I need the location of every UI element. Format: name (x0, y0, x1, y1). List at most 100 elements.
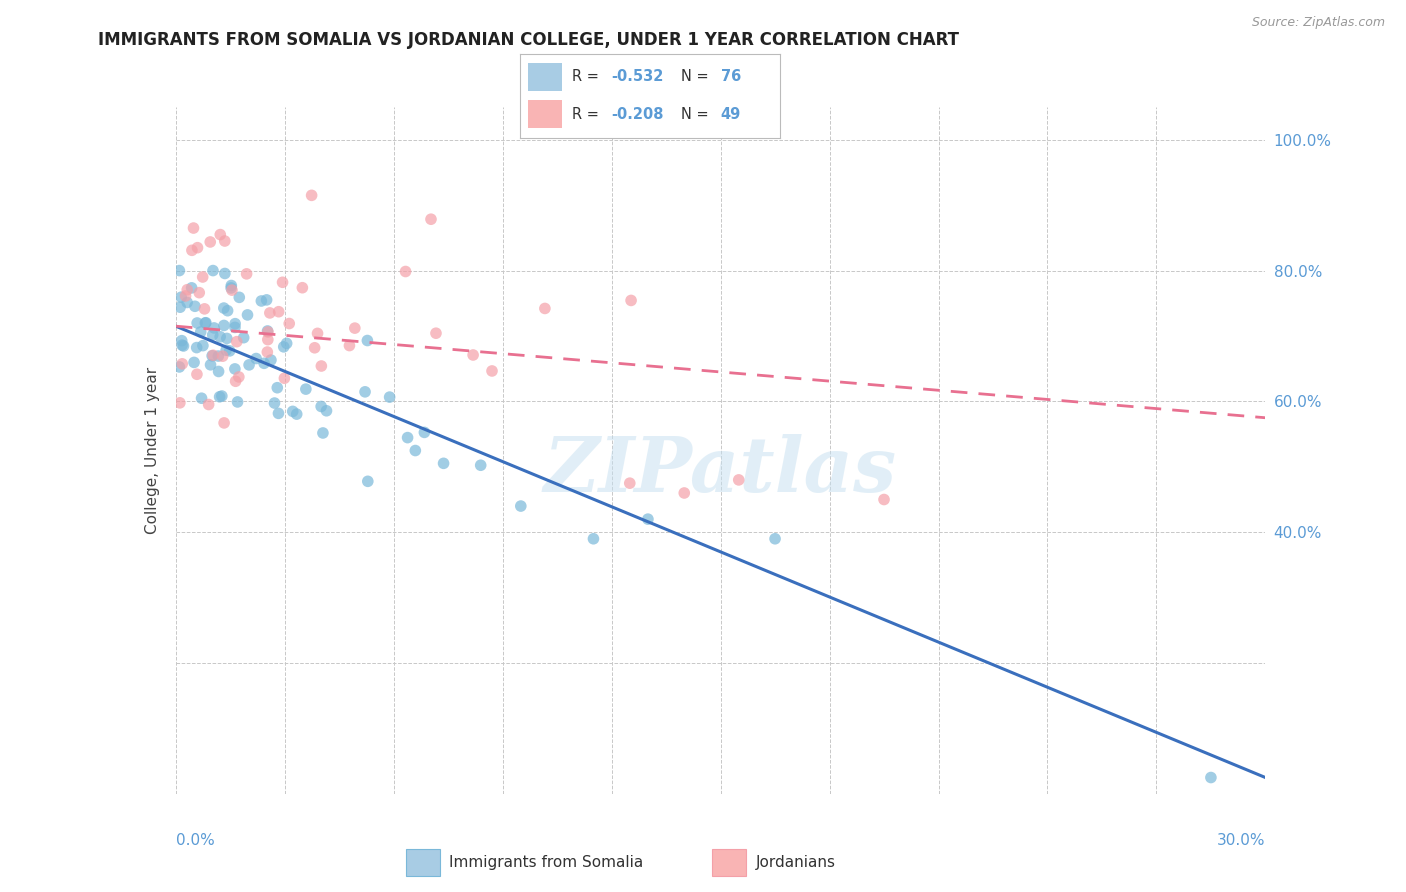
Point (356, 334, 378, 348)
Point (207, 364, 229, 378)
Point (256, 293, 278, 307)
Point (170, 290, 193, 304)
Point (413, 425, 436, 440)
Point (253, 356, 276, 370)
Point (250, 293, 273, 308)
Point (224, 362, 246, 376)
Point (263, 396, 285, 410)
Point (224, 317, 246, 331)
Point (311, 359, 333, 373)
Bar (713, 849, 747, 876)
Point (190, 391, 212, 405)
Point (307, 326, 329, 341)
Point (378, 390, 401, 404)
Point (209, 227, 232, 242)
Point (256, 333, 278, 347)
Point (534, 301, 557, 316)
Point (281, 404, 304, 418)
Point (209, 330, 232, 344)
Point (291, 281, 314, 295)
Point (257, 325, 280, 339)
Text: 30.0%: 30.0% (1218, 833, 1265, 847)
Point (432, 456, 454, 470)
Point (301, 188, 323, 202)
Point (673, 486, 696, 500)
Point (271, 275, 294, 289)
Point (176, 295, 198, 310)
Point (256, 324, 278, 338)
Text: Immigrants from Somalia: Immigrants from Somalia (450, 855, 644, 870)
Text: Source: ZipAtlas.com: Source: ZipAtlas.com (1251, 16, 1385, 29)
Point (266, 381, 288, 395)
Point (191, 338, 214, 352)
Point (200, 358, 222, 372)
Point (172, 357, 194, 371)
Point (202, 348, 225, 362)
Point (184, 299, 207, 313)
Point (619, 476, 641, 491)
Point (354, 384, 377, 399)
Text: 76: 76 (720, 70, 741, 85)
Point (194, 316, 217, 330)
Point (357, 475, 380, 489)
Point (620, 293, 643, 308)
Point (174, 289, 197, 303)
Point (225, 374, 247, 388)
Point (211, 349, 233, 363)
Point (267, 406, 290, 420)
Point (394, 264, 416, 278)
Text: Jordanians: Jordanians (755, 855, 835, 870)
Bar (529, 100, 562, 128)
Point (245, 351, 267, 366)
Point (226, 395, 249, 409)
Point (221, 278, 243, 293)
Point (169, 396, 191, 410)
Point (763, 532, 786, 546)
Point (218, 343, 240, 358)
Point (219, 281, 242, 295)
Point (186, 316, 208, 330)
Point (285, 407, 308, 421)
Point (425, 326, 447, 341)
Point (343, 321, 366, 335)
Bar (406, 849, 440, 876)
Point (727, 473, 749, 487)
Point (260, 353, 283, 368)
Point (1199, 771, 1222, 785)
Point (481, 364, 503, 378)
Point (212, 318, 235, 333)
Point (582, 532, 605, 546)
Point (235, 267, 257, 281)
Point (169, 300, 191, 314)
Point (201, 349, 224, 363)
Text: IMMIGRANTS FROM SOMALIA VS JORDANIAN COLLEGE, UNDER 1 YEAR CORRELATION CHART: IMMIGRANTS FROM SOMALIA VS JORDANIAN COL… (98, 31, 959, 49)
Point (194, 316, 217, 330)
Text: 0.0%: 0.0% (176, 833, 215, 847)
Point (228, 370, 250, 384)
Y-axis label: College, Under 1 year: College, Under 1 year (145, 367, 160, 534)
Point (309, 400, 332, 414)
Point (278, 317, 301, 331)
Point (461, 348, 484, 362)
Point (201, 327, 224, 342)
Point (509, 499, 531, 513)
Point (188, 285, 211, 300)
Point (186, 241, 208, 255)
Point (315, 404, 337, 418)
Point (221, 283, 243, 297)
Point (180, 281, 202, 295)
Point (637, 512, 659, 526)
Point (169, 359, 191, 374)
Point (339, 338, 361, 352)
Point (212, 416, 235, 430)
Point (215, 343, 238, 358)
Point (190, 325, 212, 339)
Point (183, 355, 205, 369)
Text: ZIPatlas: ZIPatlas (544, 434, 897, 508)
Point (238, 358, 260, 372)
Point (193, 301, 215, 316)
Point (186, 368, 208, 382)
Point (873, 492, 896, 507)
Point (214, 234, 236, 248)
Point (304, 341, 326, 355)
